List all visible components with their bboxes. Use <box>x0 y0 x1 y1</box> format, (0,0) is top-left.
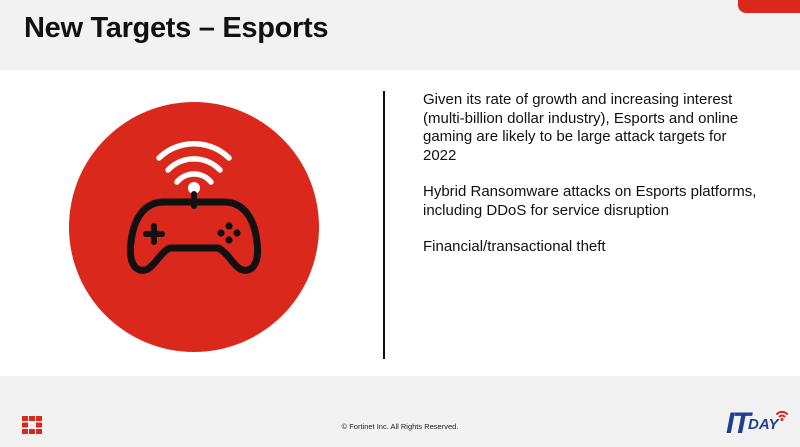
title-band <box>0 0 800 70</box>
copyright-text: © Fortinet Inc. All Rights Reserved. <box>341 422 459 431</box>
bullet-item: Given its rate of growth and increasing … <box>423 91 739 164</box>
itday-logo-it: IT <box>726 407 751 440</box>
footer-band <box>0 376 800 447</box>
itday-logo: IT DAY <box>726 407 790 441</box>
bullet-item: Financial/transactional theft <box>423 238 606 255</box>
fortinet-logo-icon <box>22 416 42 434</box>
slide-title: New Targets – Esports <box>24 12 329 44</box>
bullet-list: Given its rate of growth and increasing … <box>423 91 763 275</box>
accent-tab <box>738 0 800 13</box>
bullet-item: Hybrid Ransomware attacks on Esports pla… <box>423 183 757 219</box>
wifi-icon <box>776 410 788 421</box>
itday-logo-day: DAY <box>748 416 779 433</box>
esports-graphic <box>69 102 319 352</box>
vertical-divider <box>383 91 385 359</box>
gamepad-wifi-icon <box>126 140 262 274</box>
